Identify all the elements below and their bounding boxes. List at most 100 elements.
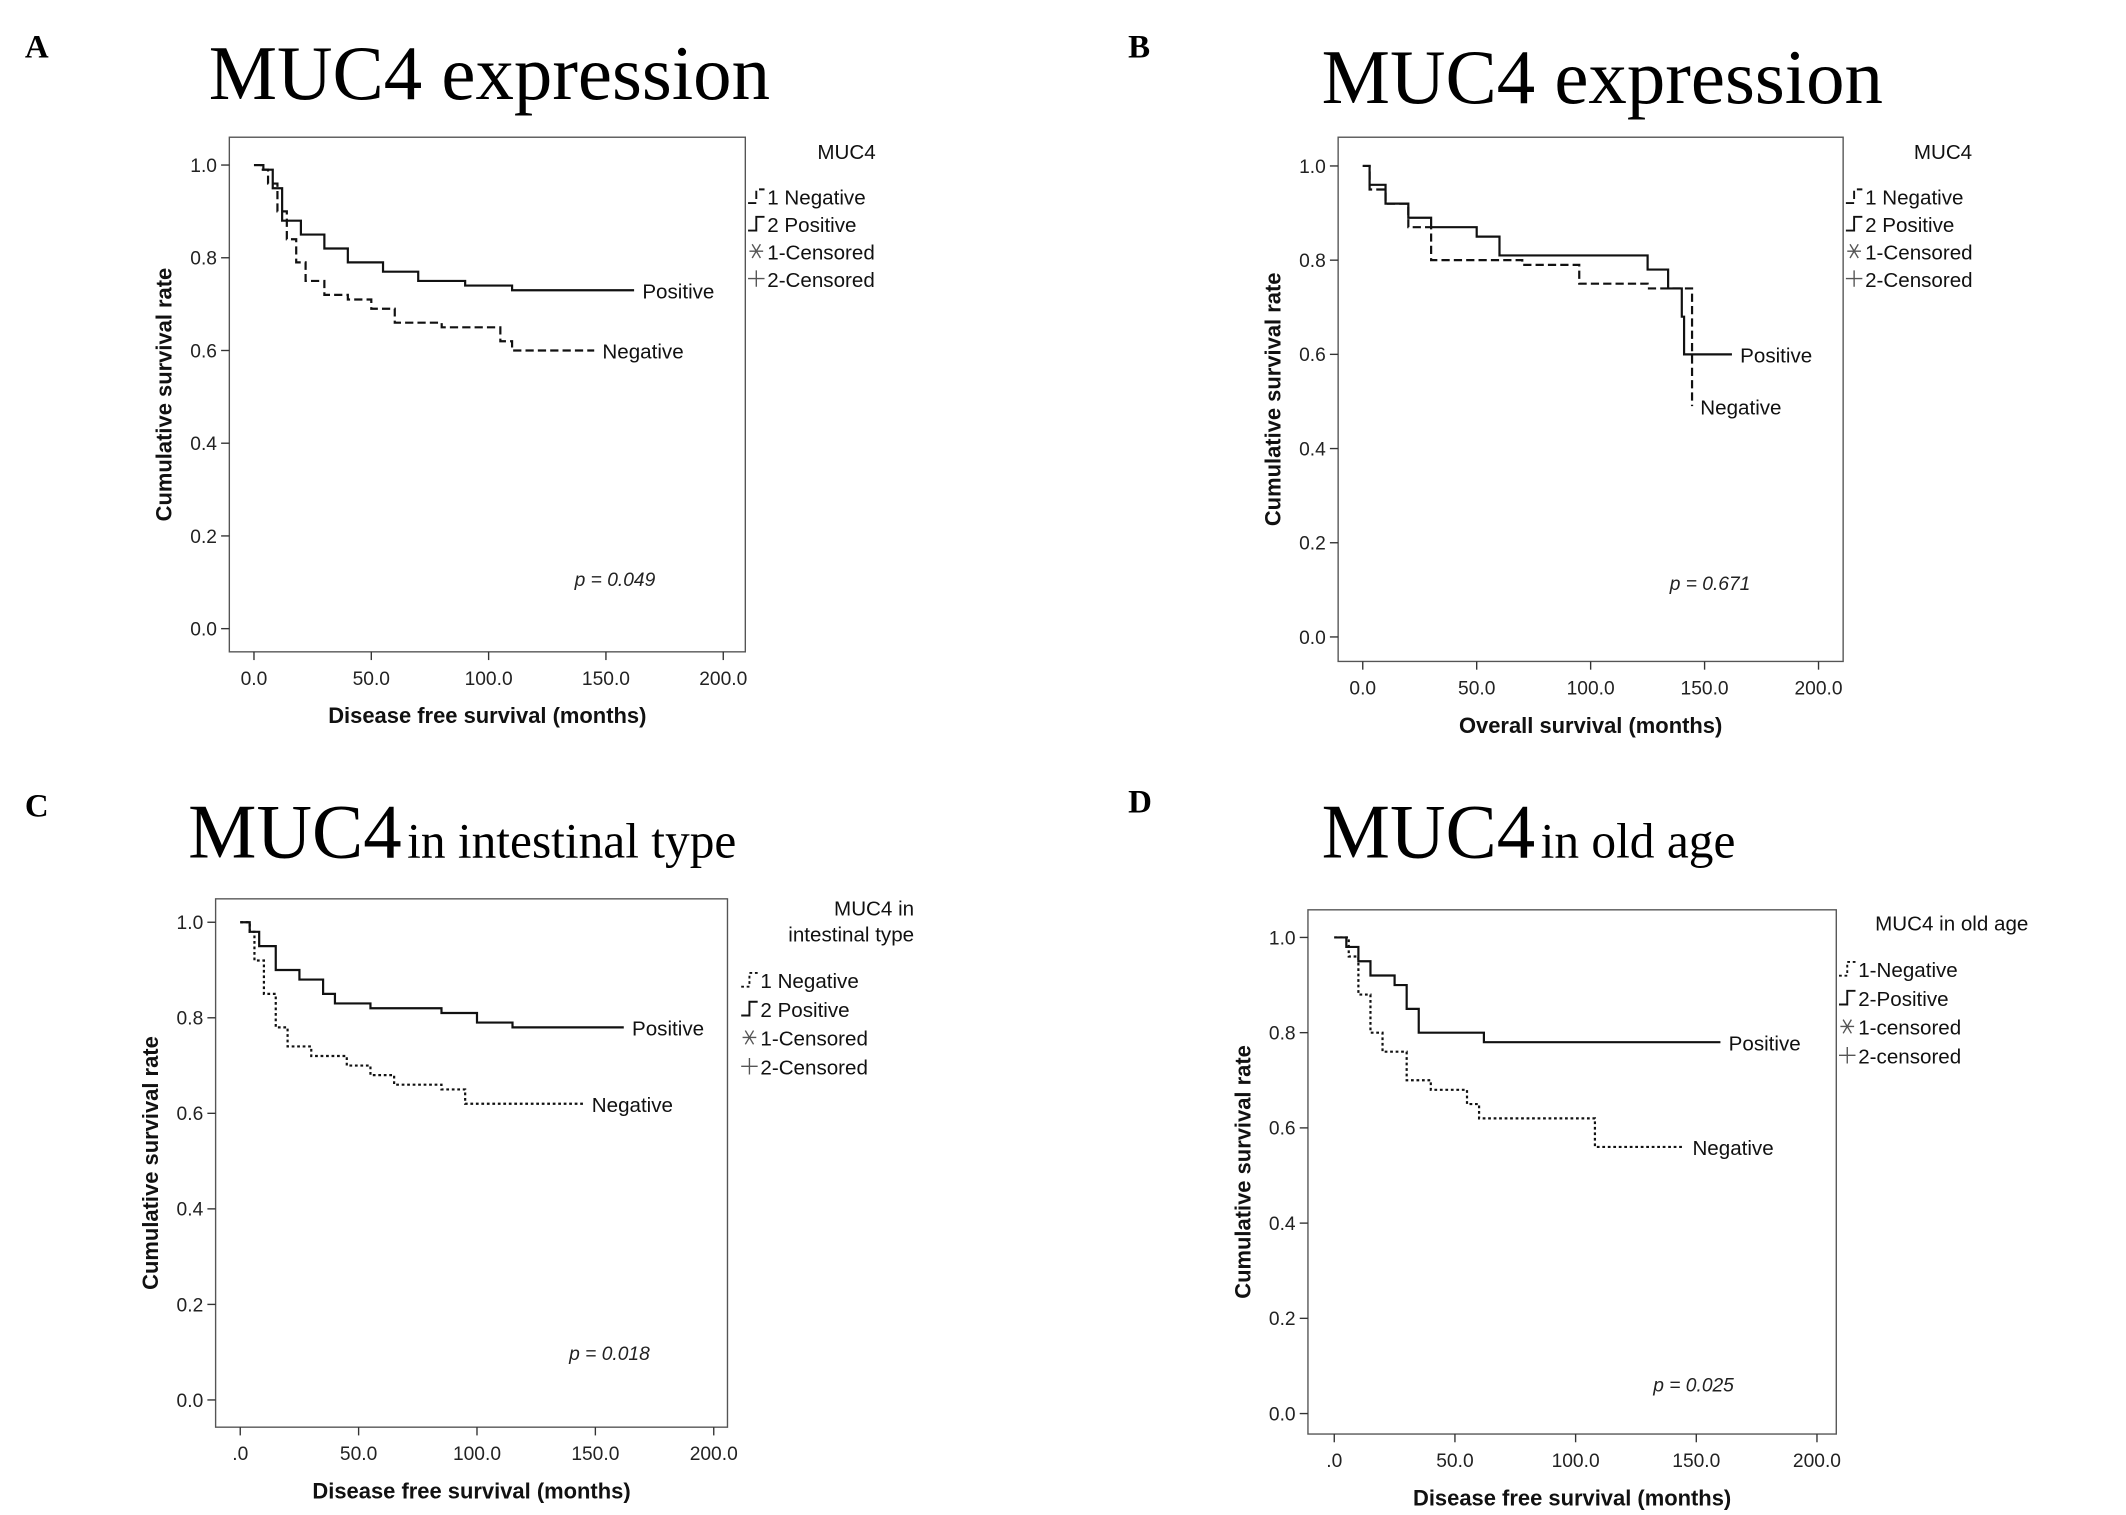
y-tick-label: 1.0 [177,913,204,934]
x-tick-label: 200.0 [690,1444,738,1465]
y-axis-label: Cumulative survival rate [1261,273,1286,527]
legend-label: 1 Negative [767,186,865,209]
title-main: MUC4 expression [1322,35,1883,120]
y-tick-label: 0.2 [1299,534,1326,555]
x-tick-label: 150.0 [1672,1451,1720,1472]
curve-label: Positive [642,280,714,303]
legend-label: 2-censored [1858,1046,1961,1069]
legend-label: 1-censored [1858,1017,1961,1040]
survival-curve [1362,164,1694,407]
censor-symbol [742,1030,757,1045]
y-tick-label: 0.4 [1269,1214,1296,1235]
survival-curve [240,921,584,1105]
chart-title: MUC4 in intestinal type [188,790,736,875]
y-tick-label: 0.2 [1269,1309,1296,1330]
title-rest: in old age [1541,814,1736,869]
y-tick-label: 1.0 [1269,928,1296,949]
y-tick-label: 0.2 [190,527,217,548]
x-tick-label: 50.0 [353,669,390,690]
legend-label: 2 Positive [767,214,856,237]
legend-title: MUC4 [817,141,875,164]
legend-label: 1-Censored [767,241,875,264]
y-tick-label: 0.0 [1299,628,1326,649]
curve-label: Positive [1729,1032,1801,1055]
legend-label: 1 Negative [760,970,858,993]
survival-curve [1334,936,1721,1044]
censor-symbol [1845,270,1863,287]
y-tick-label: 0.6 [177,1104,204,1125]
survival-curve [253,163,635,292]
x-tick-label: 200.0 [699,669,747,690]
y-tick-label: 1.0 [1299,157,1326,178]
x-tick-label: 150.0 [1681,678,1729,699]
legend-swatch [748,215,765,232]
chart-title: MUC4 expression [209,31,770,116]
curve-label: Positive [632,1018,704,1041]
censor-symbol [748,270,765,287]
x-tick-label: 0.0 [1349,678,1376,699]
legend-label: 1-Censored [1865,241,1973,264]
survival-curve [1334,936,1685,1149]
legend-swatch [1839,989,1856,1006]
x-tick-label: 100.0 [453,1444,501,1465]
legend-label: 2 Positive [760,999,849,1022]
plot-frame [1307,909,1837,1435]
censor-symbol [741,1058,758,1075]
y-tick-label: 0.4 [177,1200,204,1221]
legend-swatch [1845,188,1863,205]
p-value: p = 0.671 [1669,574,1751,595]
curve-label: Negative [602,341,683,364]
legend-label: 1-Censored [760,1028,868,1051]
panel-letter: C [25,789,49,825]
legend-label: 1-Negative [1858,959,1958,982]
survival-curve [240,921,624,1029]
y-tick-label: 0.6 [1269,1119,1296,1140]
curve-label: Positive [1740,345,1812,368]
legend-swatch [1839,961,1856,977]
legend-label: 1 Negative [1865,186,1963,209]
legend-swatch [748,188,765,205]
x-axis-label: Disease free survival (months) [328,703,646,728]
censor-symbol [749,243,764,259]
y-tick-label: 0.6 [190,341,217,362]
x-tick-label: 100.0 [1567,678,1615,699]
x-axis-label: Disease free survival (months) [1413,1485,1731,1510]
censor-symbol [1847,243,1861,259]
x-tick-label: 50.0 [340,1444,377,1465]
censor-symbol [1839,1047,1856,1064]
chart-title: MUC4 expression [1322,35,1883,120]
y-tick-label: 0.4 [190,434,217,455]
survival-curve [253,163,595,352]
p-value: p = 0.025 [1652,1375,1734,1396]
y-tick-label: 0.6 [1299,345,1326,366]
curve-label: Negative [1692,1137,1773,1160]
x-tick-label: .0 [232,1444,248,1465]
x-tick-label: 150.0 [582,669,630,690]
x-tick-label: 100.0 [465,669,513,690]
x-axis-label: Overall survival (months) [1459,713,1722,738]
y-tick-label: 0.4 [1299,439,1326,460]
y-tick-label: 0.2 [177,1295,204,1316]
plot-frame [228,136,747,653]
y-tick-label: 0.0 [1269,1404,1296,1425]
legend-swatch [741,1000,758,1017]
x-tick-label: 100.0 [1552,1451,1600,1472]
y-tick-label: 0.8 [1299,251,1326,272]
x-axis-label: Disease free survival (months) [312,1479,630,1504]
title-main: MUC4 expression [209,31,770,116]
y-axis-label: Cumulative survival rate [138,1036,163,1290]
panel-letter: D [1128,784,1152,820]
legend-swatch [1845,215,1863,232]
y-tick-label: 0.8 [190,249,217,270]
legend-title: MUC4 [1914,141,1972,164]
title-rest: in intestinal type [407,814,736,869]
legend-swatch [741,971,758,988]
y-tick-label: 0.0 [177,1391,204,1412]
title-main: MUC4 [1322,790,1535,875]
legend-label: 2 Positive [1865,214,1954,237]
x-tick-label: 150.0 [571,1444,619,1465]
panel-letter: A [25,30,49,66]
legend-label: 2-Censored [767,269,875,292]
